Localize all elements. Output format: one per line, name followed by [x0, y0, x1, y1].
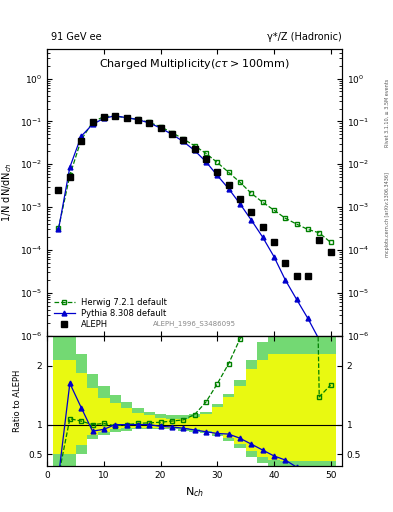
Text: Charged Multiplicity$(c\tau > 100\mathrm{mm})$: Charged Multiplicity$(c\tau > 100\mathrm…	[99, 57, 290, 71]
Herwig 7.2.1 default	[328, 239, 333, 245]
Pythia 8.308 default	[317, 336, 321, 343]
Pythia 8.308 default	[305, 315, 310, 322]
Herwig 7.2.1 default	[101, 114, 106, 120]
Pythia 8.308 default	[328, 358, 333, 365]
Herwig 7.2.1 default	[294, 221, 299, 227]
Pythia 8.308 default	[237, 201, 242, 207]
Herwig 7.2.1 default	[79, 137, 84, 143]
Herwig 7.2.1 default	[283, 215, 288, 221]
Pythia 8.308 default	[249, 217, 253, 223]
ALEPH	[305, 272, 310, 279]
Herwig 7.2.1 default	[249, 190, 253, 196]
ALEPH	[317, 237, 321, 243]
Pythia 8.308 default	[90, 121, 95, 127]
Herwig 7.2.1 default	[169, 130, 174, 136]
Herwig 7.2.1 default	[237, 179, 242, 185]
Pythia 8.308 default	[124, 115, 129, 121]
ALEPH	[90, 119, 95, 125]
Text: ALEPH_1996_S3486095: ALEPH_1996_S3486095	[153, 320, 236, 327]
Herwig 7.2.1 default	[158, 124, 163, 130]
Herwig 7.2.1 default	[204, 150, 208, 156]
ALEPH	[204, 156, 208, 162]
Herwig 7.2.1 default	[317, 230, 321, 236]
ALEPH	[169, 131, 174, 137]
ALEPH	[124, 115, 129, 121]
ALEPH	[147, 120, 152, 126]
Pythia 8.308 default	[169, 131, 174, 137]
Legend: Herwig 7.2.1 default, Pythia 8.308 default, ALEPH: Herwig 7.2.1 default, Pythia 8.308 defau…	[51, 295, 170, 331]
Y-axis label: 1/N dN/dN$_{ch}$: 1/N dN/dN$_{ch}$	[0, 162, 14, 222]
Herwig 7.2.1 default	[260, 199, 265, 205]
Line: ALEPH: ALEPH	[56, 113, 333, 279]
ALEPH	[56, 187, 61, 193]
Pythia 8.308 default	[101, 115, 106, 121]
ALEPH	[215, 169, 220, 175]
Herwig 7.2.1 default	[90, 119, 95, 125]
Pythia 8.308 default	[56, 226, 61, 232]
X-axis label: N$_{ch}$: N$_{ch}$	[185, 485, 204, 499]
ALEPH	[158, 124, 163, 131]
Text: Rivet 3.1.10, ≥ 3.5M events: Rivet 3.1.10, ≥ 3.5M events	[385, 78, 390, 147]
Pythia 8.308 default	[147, 120, 152, 126]
ALEPH	[260, 224, 265, 230]
Line: Pythia 8.308 default: Pythia 8.308 default	[56, 113, 333, 364]
Herwig 7.2.1 default	[272, 207, 276, 213]
Pythia 8.308 default	[272, 253, 276, 260]
Pythia 8.308 default	[136, 117, 140, 123]
Herwig 7.2.1 default	[136, 116, 140, 122]
Pythia 8.308 default	[294, 296, 299, 303]
ALEPH	[192, 145, 197, 152]
Pythia 8.308 default	[192, 147, 197, 154]
Herwig 7.2.1 default	[305, 226, 310, 232]
Pythia 8.308 default	[204, 159, 208, 165]
ALEPH	[226, 182, 231, 188]
ALEPH	[283, 260, 288, 266]
Text: mcplots.cern.ch [arXiv:1306.3436]: mcplots.cern.ch [arXiv:1306.3436]	[385, 173, 390, 258]
Pythia 8.308 default	[68, 164, 72, 170]
Herwig 7.2.1 default	[147, 119, 152, 125]
Herwig 7.2.1 default	[68, 172, 72, 178]
Pythia 8.308 default	[283, 276, 288, 283]
ALEPH	[237, 196, 242, 202]
ALEPH	[113, 113, 118, 119]
Pythia 8.308 default	[181, 138, 185, 144]
Pythia 8.308 default	[158, 125, 163, 131]
Herwig 7.2.1 default	[192, 143, 197, 149]
ALEPH	[294, 272, 299, 279]
Pythia 8.308 default	[260, 234, 265, 240]
ALEPH	[249, 209, 253, 216]
Pythia 8.308 default	[79, 133, 84, 139]
Herwig 7.2.1 default	[56, 225, 61, 231]
ALEPH	[136, 117, 140, 123]
ALEPH	[101, 114, 106, 120]
Herwig 7.2.1 default	[113, 113, 118, 119]
Line: Herwig 7.2.1 default: Herwig 7.2.1 default	[56, 114, 333, 245]
Text: 91 GeV ee: 91 GeV ee	[51, 32, 102, 42]
ALEPH	[79, 138, 84, 144]
Pythia 8.308 default	[215, 172, 220, 178]
Herwig 7.2.1 default	[226, 169, 231, 175]
ALEPH	[181, 137, 185, 143]
Herwig 7.2.1 default	[124, 115, 129, 121]
Pythia 8.308 default	[226, 185, 231, 191]
ALEPH	[272, 239, 276, 245]
ALEPH	[68, 174, 72, 180]
Pythia 8.308 default	[113, 113, 118, 119]
Herwig 7.2.1 default	[181, 136, 185, 142]
Text: γ*/Z (Hadronic): γ*/Z (Hadronic)	[267, 32, 342, 42]
Y-axis label: Ratio to ALEPH: Ratio to ALEPH	[13, 370, 22, 432]
ALEPH	[328, 249, 333, 255]
Herwig 7.2.1 default	[215, 159, 220, 165]
